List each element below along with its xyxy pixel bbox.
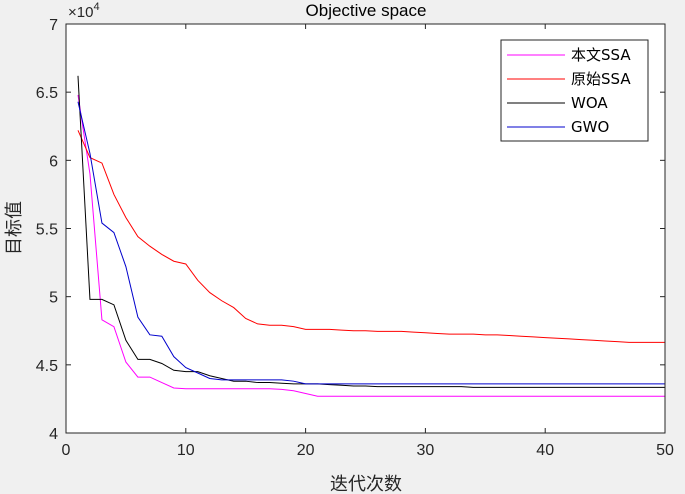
x-tick-label: 50 bbox=[656, 442, 674, 459]
series-line-4 bbox=[77, 101, 665, 385]
series-line-2 bbox=[77, 130, 665, 343]
legend-label-1: 本文SSA bbox=[571, 46, 631, 64]
y-tick-label: 4 bbox=[49, 426, 58, 443]
series-line-1 bbox=[77, 94, 665, 397]
x-tick-label: 20 bbox=[297, 442, 315, 459]
y-exponent-base: ×10 bbox=[68, 4, 93, 21]
x-axis-label: 迭代次数 bbox=[330, 474, 402, 494]
x-tick-label: 0 bbox=[62, 442, 71, 459]
y-tick-label: 5 bbox=[49, 290, 58, 307]
series-lines bbox=[77, 75, 665, 397]
y-exponent-power: 4 bbox=[93, 1, 99, 13]
y-axis-label: 目标值 bbox=[4, 201, 25, 255]
x-tick-label: 30 bbox=[417, 442, 435, 459]
axes: 0 10 20 30 40 50 4 4.5 5 5.5 6 6.5 7 bbox=[36, 17, 674, 459]
legend: 本文SSA 原始SSA WOA GWO bbox=[500, 39, 649, 142]
x-tick-label: 40 bbox=[536, 442, 554, 459]
y-tick-label: 5.5 bbox=[36, 222, 58, 239]
x-tick-label: 10 bbox=[177, 442, 195, 459]
series-line-3 bbox=[77, 75, 665, 388]
y-exponent-label: ×104 bbox=[68, 1, 100, 21]
y-tick-label: 6.5 bbox=[36, 85, 58, 102]
legend-label-4: GWO bbox=[571, 118, 609, 136]
chart-title: Objective space bbox=[306, 1, 427, 20]
y-tick-label: 4.5 bbox=[36, 358, 58, 375]
legend-label-2: 原始SSA bbox=[571, 70, 631, 88]
y-tick-label: 7 bbox=[49, 17, 58, 34]
y-tick-label: 6 bbox=[49, 153, 58, 170]
legend-label-3: WOA bbox=[571, 94, 608, 112]
legend-box bbox=[500, 39, 649, 142]
